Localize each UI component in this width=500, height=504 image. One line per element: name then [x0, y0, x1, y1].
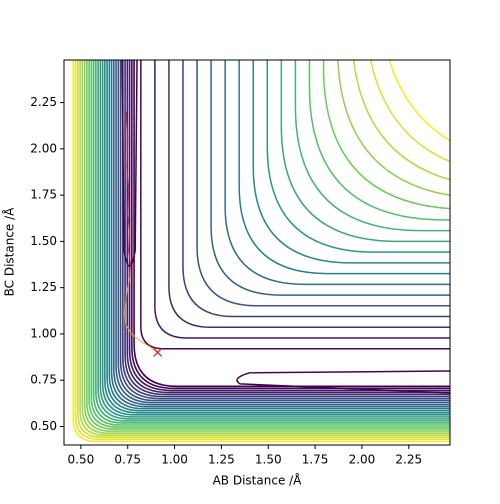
- contour-line: [79, 60, 450, 436]
- contour-line: [124, 60, 450, 396]
- contour-line: [238, 60, 450, 275]
- y-axis-label: BC Distance /Å: [2, 207, 17, 297]
- contour-line: [337, 60, 450, 196]
- contour-line: [236, 370, 450, 394]
- y-tick-label: 2.00: [30, 141, 57, 155]
- contour-line: [113, 60, 450, 406]
- contour-line: [99, 60, 450, 418]
- contour-line: [90, 60, 450, 426]
- contour-line: [77, 60, 450, 439]
- contour-line: [115, 60, 450, 404]
- x-tick-label: 0.75: [114, 453, 141, 467]
- contour-line: [308, 60, 450, 221]
- contour-line: [121, 60, 138, 268]
- contour-line: [322, 60, 450, 210]
- contour-line: [126, 60, 450, 394]
- y-tick-label: 1.25: [30, 280, 57, 294]
- x-tick-label: 1.25: [208, 453, 235, 467]
- x-tick-label: 1.00: [161, 453, 188, 467]
- trajectory: [124, 111, 163, 357]
- contour-line: [104, 60, 450, 414]
- contour-line: [266, 60, 450, 253]
- contour-line: [388, 60, 450, 142]
- contour-line: [101, 60, 450, 416]
- contour-line: [196, 60, 450, 307]
- contour-line: [252, 60, 450, 264]
- x-tick-label: 1.50: [255, 453, 282, 467]
- contour-line: [352, 60, 450, 181]
- contour-line: [110, 60, 450, 408]
- contour-line: [86, 60, 450, 430]
- contour-lines: [72, 60, 450, 443]
- y-tick-label: 2.25: [30, 95, 57, 109]
- contour-line: [106, 60, 450, 412]
- y-tick-label: 1.50: [30, 234, 57, 248]
- contour-line: [72, 60, 450, 443]
- end-marker: [153, 348, 163, 357]
- x-axis-label: AB Distance /Å: [213, 473, 303, 488]
- contour-line: [95, 60, 450, 422]
- contour-line: [97, 60, 450, 420]
- y-tick-label: 1.00: [30, 326, 57, 340]
- contour-line: [108, 60, 450, 410]
- y-tick-label: 0.50: [30, 419, 57, 433]
- x-tick-label: 2.25: [395, 453, 422, 467]
- contour-line: [280, 60, 450, 243]
- contour-line: [224, 60, 450, 286]
- x-tick-label: 1.75: [302, 453, 329, 467]
- x-tick-label: 2.00: [349, 453, 376, 467]
- contour-line: [88, 60, 450, 428]
- contour-line: [83, 60, 450, 432]
- contour-line: [210, 60, 450, 296]
- contour-line: [81, 60, 450, 434]
- contour-line: [154, 60, 450, 339]
- contour-line: [122, 60, 450, 398]
- contour-line: [133, 60, 450, 388]
- contour-line: [294, 60, 450, 232]
- contour-line: [92, 60, 450, 424]
- y-tick-label: 1.75: [30, 188, 57, 202]
- contour-line: [140, 60, 450, 350]
- contour-line: [182, 60, 450, 318]
- contour-line: [119, 60, 450, 400]
- contour-line: [131, 60, 450, 390]
- contour-line: [117, 60, 450, 402]
- contour-line: [128, 60, 450, 392]
- contour-line: [370, 60, 450, 163]
- contour-line: [168, 60, 450, 329]
- x-tick-label: 0.50: [68, 453, 95, 467]
- contour-line: [74, 60, 450, 441]
- trajectory-line: [124, 278, 158, 353]
- plot-frame: [63, 59, 451, 446]
- y-tick-label: 0.75: [30, 373, 57, 387]
- trajectory-line: [125, 111, 132, 279]
